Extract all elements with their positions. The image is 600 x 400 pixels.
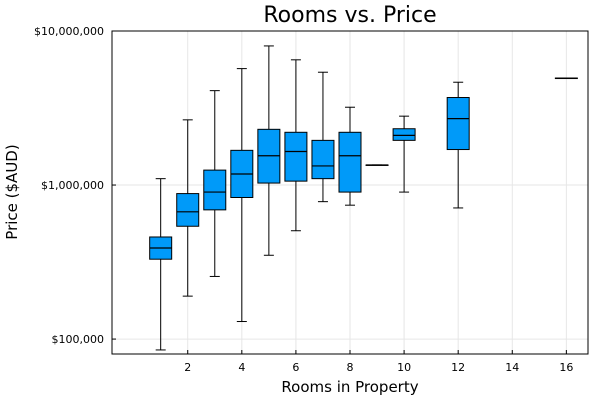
x-tick-label: 2 <box>184 361 191 374</box>
box-plot-group <box>392 115 416 193</box>
x-tick-label: 8 <box>347 361 354 374</box>
box-plot-group <box>176 119 200 297</box>
tick-layer: 2 4 6 8 10 12 14 16 $100,000 $1,000,000 $10,000,00… <box>34 25 573 374</box>
y-tick-label: $10,000,000 <box>34 25 104 38</box>
box-plot-group <box>446 81 470 209</box>
box-rect <box>392 128 416 141</box>
box-plot-group <box>149 178 173 351</box>
box-rect <box>176 193 200 227</box>
y-axis-label: Price ($AUD) <box>3 144 21 239</box>
chart-title: Rooms vs. Price <box>263 3 436 28</box>
x-axis-label: Rooms in Property <box>281 378 418 396</box>
box-plot-group <box>365 164 389 166</box>
box-plot-group <box>257 45 281 256</box>
box-rect <box>203 169 227 211</box>
box-plot-group <box>338 106 362 206</box>
box-rect <box>311 139 335 180</box>
box-rect <box>284 131 308 182</box>
box-rect <box>446 97 470 151</box>
box-plot-group <box>311 71 335 203</box>
box-layer <box>149 45 578 351</box>
x-tick-label: 16 <box>559 361 573 374</box>
y-tick-label: $100,000 <box>52 333 105 346</box>
y-tick-label: $1,000,000 <box>41 179 104 192</box>
box-plot-group <box>284 59 308 232</box>
x-tick-label: 12 <box>451 361 465 374</box>
x-tick-label: 6 <box>292 361 299 374</box>
box-rect <box>338 131 362 193</box>
x-tick-label: 14 <box>505 361 519 374</box>
x-tick-label: 10 <box>397 361 411 374</box>
box-plot-group <box>230 68 254 323</box>
x-tick-label: 4 <box>238 361 245 374</box>
box-plot-group <box>554 77 578 80</box>
box-plot-group <box>203 90 227 277</box>
